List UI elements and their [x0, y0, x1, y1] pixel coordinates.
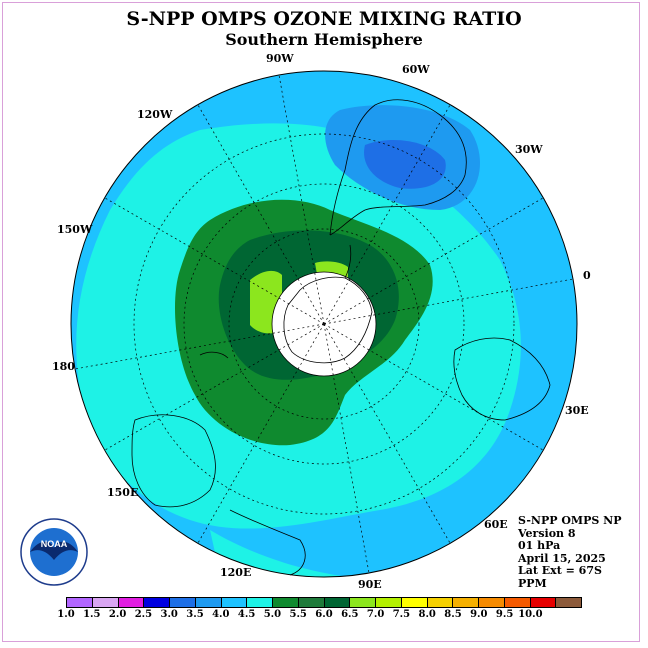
lon-label-0: 0 [583, 269, 591, 282]
new-zealand-coast [229, 509, 306, 576]
level-3-0 [364, 140, 446, 189]
scale-label: 8.0 [418, 609, 436, 620]
map-title: S-NPP OMPS OZONE MIXING RATIO [126, 8, 522, 30]
lon-label-150w: 150W [57, 223, 93, 236]
color-swatch [67, 598, 93, 607]
scale-label: 9.5 [495, 609, 514, 620]
color-swatch [273, 598, 299, 607]
meridian-line [323, 104, 451, 325]
graticule [74, 74, 574, 574]
noaa-logo: NOAA [20, 518, 88, 586]
color-swatch [170, 598, 196, 607]
color-swatch [247, 598, 273, 607]
scale-label: 3.5 [186, 609, 204, 620]
color-swatch [479, 598, 505, 607]
figure-frame [2, 2, 640, 642]
info-version: Version 8 [518, 526, 576, 540]
color-swatch [376, 598, 402, 607]
longitude-labels: 90W 60W 30W 0 30E 60E 90E 120E 150E 180 … [52, 52, 591, 591]
scale-label: 5.0 [263, 609, 282, 620]
color-swatch [530, 598, 557, 607]
color-swatch [298, 598, 325, 607]
color-swatch [453, 598, 479, 607]
lon-label-60w: 60W [402, 63, 430, 76]
info-instrument: S-NPP OMPS NP [518, 514, 622, 527]
meridian-line [323, 278, 574, 325]
latitude-circle [133, 133, 515, 515]
lon-label-120e: 120E [220, 566, 251, 579]
meridian-line [323, 323, 451, 544]
scale-label: 1.0 [57, 609, 75, 620]
scale-label: 6.0 [315, 609, 333, 620]
scale-label: 4.5 [237, 609, 256, 620]
map-boundary [70, 70, 578, 578]
info-lat-extent: Lat Ext = 67S [518, 564, 602, 577]
lon-label-60e: 60E [484, 518, 508, 531]
lon-label-30e: 30E [565, 404, 589, 417]
scale-label: 4.0 [212, 609, 230, 620]
info-pressure: 01 hPa [518, 539, 561, 552]
meridian-line [197, 104, 325, 325]
latitude-circle [183, 183, 465, 465]
scale-label: 5.5 [289, 609, 307, 620]
lon-label-90w: 90W [266, 52, 294, 65]
lon-label-30w: 30W [515, 143, 543, 156]
meridian-line [323, 323, 370, 574]
meridian-line [323, 323, 544, 451]
latitude-circle [228, 228, 420, 420]
info-block: S-NPP OMPS NP Version 8 01 hPa April 15,… [518, 514, 622, 590]
logo-bird-icon [30, 541, 78, 560]
meridian-line [197, 323, 325, 544]
color-swatch [118, 598, 145, 607]
meridian-line [278, 74, 325, 325]
lon-label-150e: 150E [107, 486, 138, 499]
map-subtitle: Southern Hemisphere [225, 30, 423, 49]
color-swatch [504, 598, 531, 607]
color-swatch [221, 598, 248, 607]
color-swatch [144, 598, 170, 607]
color-swatch [556, 598, 581, 607]
lon-label-90e: 90E [358, 578, 382, 591]
lon-label-120w: 120W [137, 108, 173, 121]
logo-text: NOAA [41, 539, 68, 549]
scale-label: 2.5 [134, 609, 153, 620]
color-scale-labels: 1.0 1.5 2.0 2.5 3.0 3.5 4.0 4.5 5.0 5.5 6.0 6.5 7.0 7… [57, 609, 582, 623]
scale-label: 2.0 [108, 609, 127, 620]
scale-label: 1.5 [83, 609, 101, 620]
color-swatch [324, 598, 351, 607]
antarctic-peninsula [344, 244, 352, 279]
scale-label: 6.5 [341, 609, 359, 620]
lon-label-180: 180 [52, 360, 75, 373]
scale-label: 9.0 [470, 609, 488, 620]
antarctica-coast [283, 276, 373, 364]
island-coast [199, 351, 229, 359]
australia-coast [131, 414, 216, 508]
meridian-line [74, 323, 325, 370]
meridian-line [104, 323, 325, 451]
meridian-line [104, 197, 325, 325]
scale-label: 7.0 [366, 609, 385, 620]
color-scale-bar [66, 597, 582, 608]
scale-label: 7.5 [392, 609, 411, 620]
africa-coast [453, 337, 551, 421]
meridian-line [323, 197, 544, 325]
coastlines [131, 99, 551, 576]
scale-label: 8.5 [444, 609, 462, 620]
color-swatch [401, 598, 428, 607]
info-date: April 15, 2025 [518, 551, 606, 565]
info-units: PPM [518, 576, 547, 590]
color-swatch [195, 598, 222, 607]
scale-label: 10.0 [518, 609, 543, 620]
color-swatch [350, 598, 376, 607]
scale-label: 3.0 [160, 609, 178, 620]
color-swatch [92, 598, 119, 607]
south-america-coast [329, 99, 467, 236]
color-swatch [427, 598, 454, 607]
